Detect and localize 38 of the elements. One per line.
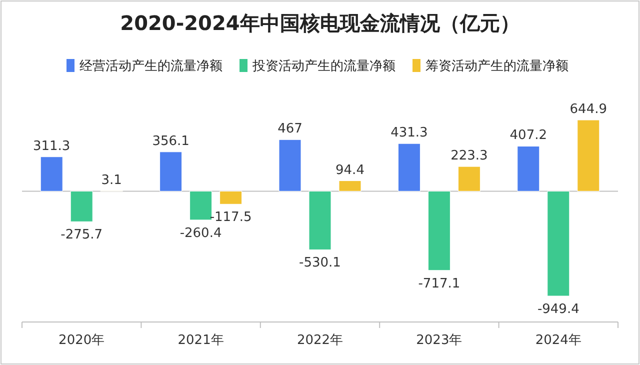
bar: [70, 190, 93, 222]
bar: [458, 166, 480, 192]
data-label: -949.4: [537, 302, 580, 317]
data-label: -717.1: [418, 276, 460, 292]
bar: [517, 146, 540, 192]
data-label: 3.1: [101, 172, 122, 188]
legend-label: 经营活动产生的流量净额: [80, 58, 222, 74]
data-label: -260.4: [180, 226, 222, 241]
x-tick-label: 2023年: [416, 333, 462, 348]
bar: [338, 180, 362, 192]
bar: [577, 120, 600, 192]
bar: [278, 139, 302, 192]
chart-title: 2020-2024年中国核电现金流情况（亿元）: [120, 11, 520, 35]
bar: [398, 143, 420, 192]
data-label: 94.4: [336, 162, 364, 178]
bar: [40, 156, 63, 192]
data-label: 356.1: [152, 134, 190, 149]
bar: [308, 190, 332, 250]
bar: [190, 190, 212, 220]
data-label: -530.1: [299, 256, 341, 271]
bar: [547, 190, 570, 296]
bar: [160, 152, 182, 192]
data-label: 644.9: [570, 102, 608, 117]
data-label: -275.7: [60, 228, 103, 243]
data-label: 223.3: [450, 148, 488, 164]
legend-label: 投资活动产生的流量净额: [252, 58, 396, 74]
legend-label: 筹资活动产生的流量净额: [426, 58, 568, 74]
x-tick-label: 2021年: [178, 333, 224, 348]
x-tick-label: 2024年: [535, 333, 582, 348]
data-label: -117.5: [210, 210, 252, 226]
data-label: 407.2: [510, 128, 548, 144]
x-tick-label: 2020年: [58, 333, 105, 348]
data-label: 467: [278, 122, 302, 137]
x-tick-label: 2022年: [296, 333, 344, 348]
bar: [220, 190, 242, 204]
data-label: 311.3: [32, 138, 70, 154]
bar: [428, 190, 450, 271]
data-label: 431.3: [390, 126, 428, 141]
